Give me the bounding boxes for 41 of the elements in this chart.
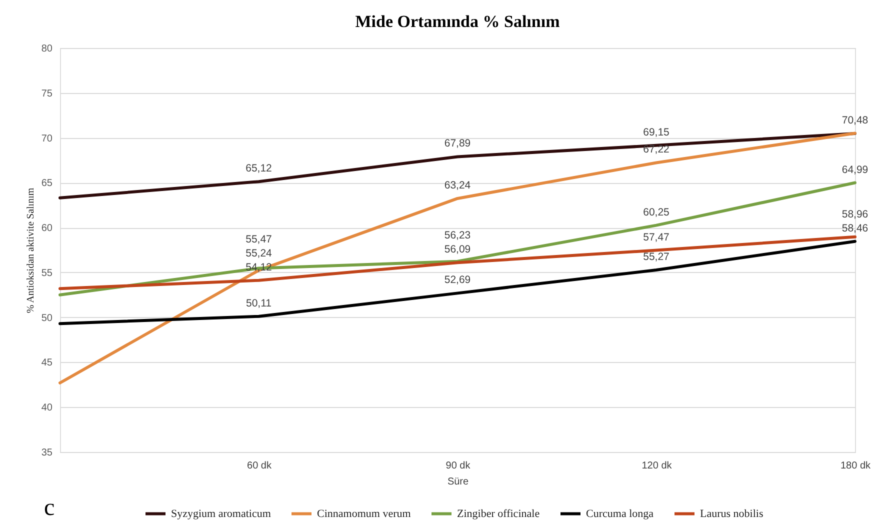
y-tick-label: 35 [41,448,53,458]
data-label: 50,11 [246,297,272,310]
x-axis-title: Süre [447,476,469,488]
text: c [44,495,55,521]
x-tick-label: 120 dk [642,460,673,472]
y-tick-label: 65 [41,178,53,190]
data-label: 55,47 [246,233,272,246]
legend-label: Cinnamomum verum [317,508,412,520]
data-label: 57,47 [643,231,670,244]
x-tick-label: 60 dk [247,460,272,472]
data-label: 67,89 [444,138,471,150]
y-tick-label: 80 [41,44,53,54]
legend-label: Laurus nobilis [700,508,764,520]
data-label: 55,27 [643,251,670,264]
data-label: 63,24 [444,179,471,192]
data-label: 52,69 [444,274,471,286]
legend-label: Zingiber officinale [457,508,540,520]
y-tick-label: 45 [41,358,53,369]
x-tick-label: 180 dk [840,460,872,472]
y-tick-label: 70 [41,133,53,144]
data-label: 67,22 [643,144,670,156]
data-label: 60,25 [643,206,670,218]
legend-label: Curcuma longa [586,508,654,520]
y-tick-label: 50 [41,312,53,324]
y-tick-label: 75 [41,88,53,100]
y-tick-label: 40 [41,402,53,414]
data-label: 56,23 [444,230,471,242]
y-tick-label: 55 [41,268,53,279]
y-axis-title: % Antioksidan aktivite Salınım [25,188,36,314]
data-label: 69,15 [643,126,670,138]
data-label: 65,12 [246,162,272,175]
x-tick-label: 90 dk [446,460,472,472]
data-label: 64,99 [842,164,868,176]
data-label: 56,09 [444,244,471,256]
chart-title: Mide Ortamında % Salınım [355,12,560,31]
data-label: 58,96 [842,208,868,220]
y-tick-label: 60 [41,223,53,234]
legend-label: Syzygium aromaticum [171,508,272,520]
data-label: 70,48 [842,114,868,126]
data-label: 58,46 [842,222,868,234]
data-label: 55,24 [246,247,272,260]
